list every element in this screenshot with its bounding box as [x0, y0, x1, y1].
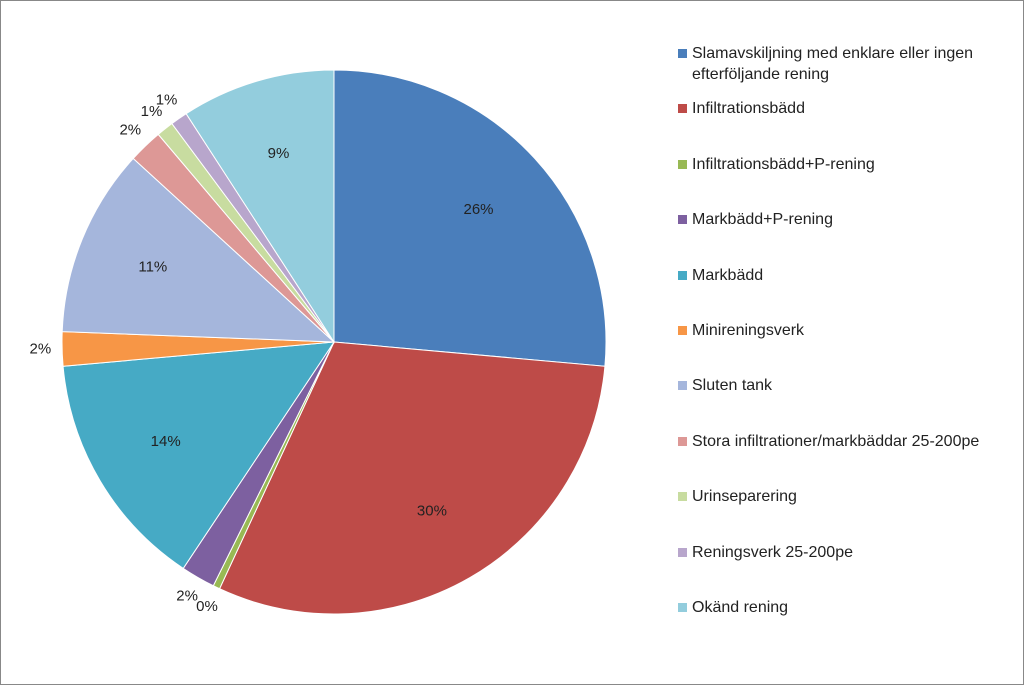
data-label: 2%: [29, 340, 51, 357]
pie-slice: [333, 69, 607, 367]
legend-swatch: [678, 603, 687, 612]
pie-slice: [218, 341, 606, 615]
data-label: 9%: [268, 145, 290, 162]
data-label: 11%: [138, 259, 167, 276]
legend-entry: Infiltrationsbädd: [678, 98, 1008, 119]
data-label: 14%: [151, 433, 181, 450]
legend-swatch: [678, 547, 687, 557]
legend-swatch: [678, 492, 687, 502]
legend-swatch: [678, 215, 687, 225]
legend-label: Sluten tank: [692, 377, 773, 395]
legend-entry: Stora infiltrationer/markbäddar 25-200pe: [678, 431, 1008, 452]
legend-swatch: [678, 381, 687, 391]
legend-label: Markbädd: [692, 266, 764, 284]
legend-entry: Infiltrationsbädd+P-rening: [678, 154, 1008, 175]
legend-label: Stora infiltrationer/markbäddar 25-200pe: [692, 432, 980, 450]
pie-slice: [61, 157, 336, 343]
legend-entry: Minireningsverk: [678, 320, 1008, 341]
data-label: 1%: [156, 92, 178, 109]
legend-entry: Markbädd: [678, 265, 1008, 286]
data-label: 2%: [176, 587, 198, 604]
legend-swatch: [678, 270, 687, 280]
legend-entry: Sluten tank: [678, 375, 1008, 396]
legend-entry: Okänd rening: [678, 597, 1008, 618]
legend-label: Infiltrationsbädd: [692, 100, 805, 118]
legend-label: Reningsverk 25-200pe: [692, 543, 853, 561]
legend-entry: Slamavskiljning med enklare eller ingen …: [678, 43, 1008, 85]
legend-swatch: [678, 326, 687, 335]
legend-label: Minireningsverk: [692, 322, 805, 339]
data-label: 1%: [141, 103, 163, 120]
data-label: 0%: [196, 598, 218, 615]
legend-entry: Urinseparering: [678, 486, 1008, 507]
legend-swatch: [678, 436, 687, 446]
legend-label: Markbädd+P-rening: [692, 211, 833, 229]
legend-label: Okänd rening: [692, 599, 789, 616]
data-label: 30%: [417, 503, 447, 520]
legend-label: Infiltrationsbädd+P-rening: [692, 155, 875, 173]
pie-slice: [62, 341, 335, 570]
legend-swatch: [678, 159, 687, 169]
data-label: 2%: [119, 121, 141, 138]
legend-entry: Reningsverk 25-200pe: [678, 542, 1008, 563]
legend-swatch: [678, 104, 687, 114]
pie-slice: [185, 69, 335, 344]
legend-entry: Markbädd+P-rening: [678, 209, 1008, 230]
legend-swatch: [678, 49, 687, 58]
legend-label: Urinseparering: [692, 488, 797, 506]
data-label: 26%: [464, 201, 494, 218]
legend-label: Slamavskiljning med enklare eller ingen …: [692, 45, 974, 83]
